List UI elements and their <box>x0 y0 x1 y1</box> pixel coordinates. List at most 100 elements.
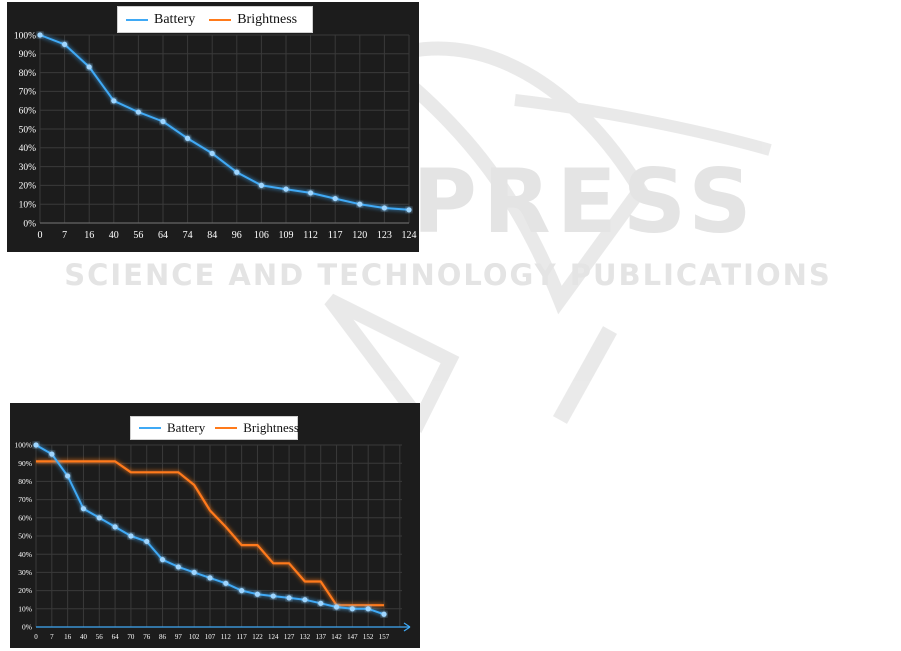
battery-data-point <box>381 205 387 211</box>
legend-swatch-brightness <box>209 18 232 21</box>
x-tick-label: 16 <box>84 230 94 241</box>
y-tick-label: 10% <box>19 201 37 211</box>
battery-data-point <box>207 575 213 581</box>
x-tick-label: 120 <box>352 230 367 241</box>
x-tick-label: 64 <box>112 633 120 641</box>
x-tick-label: 70 <box>127 633 135 641</box>
y-tick-label: 60% <box>18 513 32 522</box>
chart-top: 100% 90% 80% 70% 60% 50% 40% 30% 20% 10% 0% 0 7 16 40 5… <box>7 2 419 252</box>
x-tick-label: 74 <box>183 230 193 241</box>
legend-item-brightness: Brightness <box>209 12 297 28</box>
battery-data-point <box>258 182 264 188</box>
legend-item-battery: Battery <box>139 420 205 436</box>
x-tick-label: 127 <box>284 633 295 641</box>
battery-data-point <box>365 606 371 612</box>
x-tick-label: 56 <box>133 230 143 241</box>
battery-data-point <box>135 109 141 115</box>
watermark-subtitle-text: SCIENCE AND TECHNOLOGY PUBLICATIONS <box>64 258 832 292</box>
x-tick-label: 56 <box>96 633 104 641</box>
y-tick-label: 70% <box>18 495 32 504</box>
legend-item-brightness: Brightness <box>215 420 299 436</box>
battery-data-point <box>86 64 92 70</box>
battery-data-point <box>349 606 355 612</box>
x-tick-label: 40 <box>109 230 119 241</box>
x-tick-label: 40 <box>80 633 88 641</box>
x-tick-label: 122 <box>252 633 263 641</box>
x-tick-label: 157 <box>379 633 390 641</box>
battery-data-point <box>37 32 43 38</box>
battery-data-point <box>33 442 39 448</box>
y-tick-label: 30% <box>18 568 32 577</box>
battery-data-point <box>302 597 308 603</box>
x-tick-label: 7 <box>50 633 54 641</box>
x-tick-label: 132 <box>300 633 311 641</box>
y-tick-label: 60% <box>19 107 37 117</box>
battery-data-point <box>332 195 338 202</box>
legend-swatch-battery <box>139 427 161 429</box>
series-line-battery <box>39 34 410 211</box>
battery-data-point <box>185 135 191 141</box>
battery-data-point <box>191 569 197 575</box>
chart-bottom-canvas: 100% 90% 80% 70% 60% 50% 40% 30% 20% 10% 0%0 7 16 40 5… <box>15 441 411 641</box>
chart-top-legend: Battery Brightness <box>117 6 313 33</box>
x-tick-label: 117 <box>328 230 343 241</box>
x-tick-label: 112 <box>221 633 232 641</box>
y-tick-label: 30% <box>19 163 37 173</box>
x-tick-label: 7 <box>62 230 67 241</box>
y-tick-label: 90% <box>19 50 37 60</box>
y-tick-label: 100% <box>14 31 36 41</box>
y-tick-label: 70% <box>19 88 37 98</box>
x-tick-label: 124 <box>268 633 279 641</box>
x-axis-arrow <box>403 622 411 632</box>
y-tick-label: 10% <box>18 604 32 613</box>
y-tick-label: 50% <box>18 532 32 541</box>
battery-data-point <box>239 588 245 594</box>
battery-data-point <box>283 186 289 192</box>
battery-data-point <box>62 41 68 48</box>
battery-data-point <box>381 611 387 617</box>
x-tick-label: 102 <box>189 633 200 641</box>
x-tick-label: 0 <box>38 230 43 241</box>
x-tick-label: 117 <box>237 633 248 641</box>
y-tick-label: 40% <box>19 144 37 154</box>
x-tick-label: 112 <box>303 230 318 241</box>
legend-swatch-battery <box>126 18 148 21</box>
battery-data-point <box>333 604 340 610</box>
legend-label-brightness: Brightness <box>243 420 299 435</box>
x-tick-label: 152 <box>363 633 374 641</box>
battery-data-point <box>175 564 181 570</box>
battery-data-point <box>308 190 314 196</box>
x-tick-label: 147 <box>347 633 358 641</box>
y-tick-label: 80% <box>19 69 37 79</box>
x-tick-label: 0 <box>34 633 38 641</box>
battery-data-point <box>160 118 166 125</box>
y-tick-label: 0% <box>22 623 32 632</box>
x-tick-label: 123 <box>377 230 392 241</box>
x-tick-label: 84 <box>207 230 217 241</box>
chart-bottom: 100% 90% 80% 70% 60% 50% 40% 30% 20% 10% 0% 0 7 16 40 5… <box>10 403 420 648</box>
battery-data-point <box>49 451 55 457</box>
legend-label-battery: Battery <box>154 11 196 27</box>
y-tick-label: 50% <box>19 125 37 135</box>
x-tick-label: 109 <box>279 230 294 241</box>
y-tick-label: 40% <box>18 550 32 559</box>
chart-top-canvas: 100% 90% 80% 70% 60% 50% 40% 30% 20% 10% 0%0 7 16 40 5… <box>14 31 417 241</box>
x-tick-label: 124 <box>402 230 417 241</box>
battery-data-point <box>318 600 324 606</box>
x-tick-label: 96 <box>232 230 242 241</box>
x-tick-label: 97 <box>175 633 183 641</box>
x-tick-label: 142 <box>331 633 342 641</box>
battery-data-point <box>223 580 229 586</box>
battery-data-point <box>254 591 261 597</box>
battery-data-point <box>96 515 102 521</box>
y-tick-label: 90% <box>18 459 32 468</box>
y-tick-label: 20% <box>18 586 32 595</box>
battery-data-point <box>111 98 117 104</box>
battery-data-point <box>406 207 412 213</box>
battery-data-point <box>357 201 363 207</box>
legend-label-battery: Battery <box>167 420 206 435</box>
y-tick-label: 20% <box>19 182 37 192</box>
battery-data-point <box>128 533 134 539</box>
x-tick-label: 76 <box>143 633 151 641</box>
chart-bottom-legend: Battery Brightness <box>130 416 299 440</box>
